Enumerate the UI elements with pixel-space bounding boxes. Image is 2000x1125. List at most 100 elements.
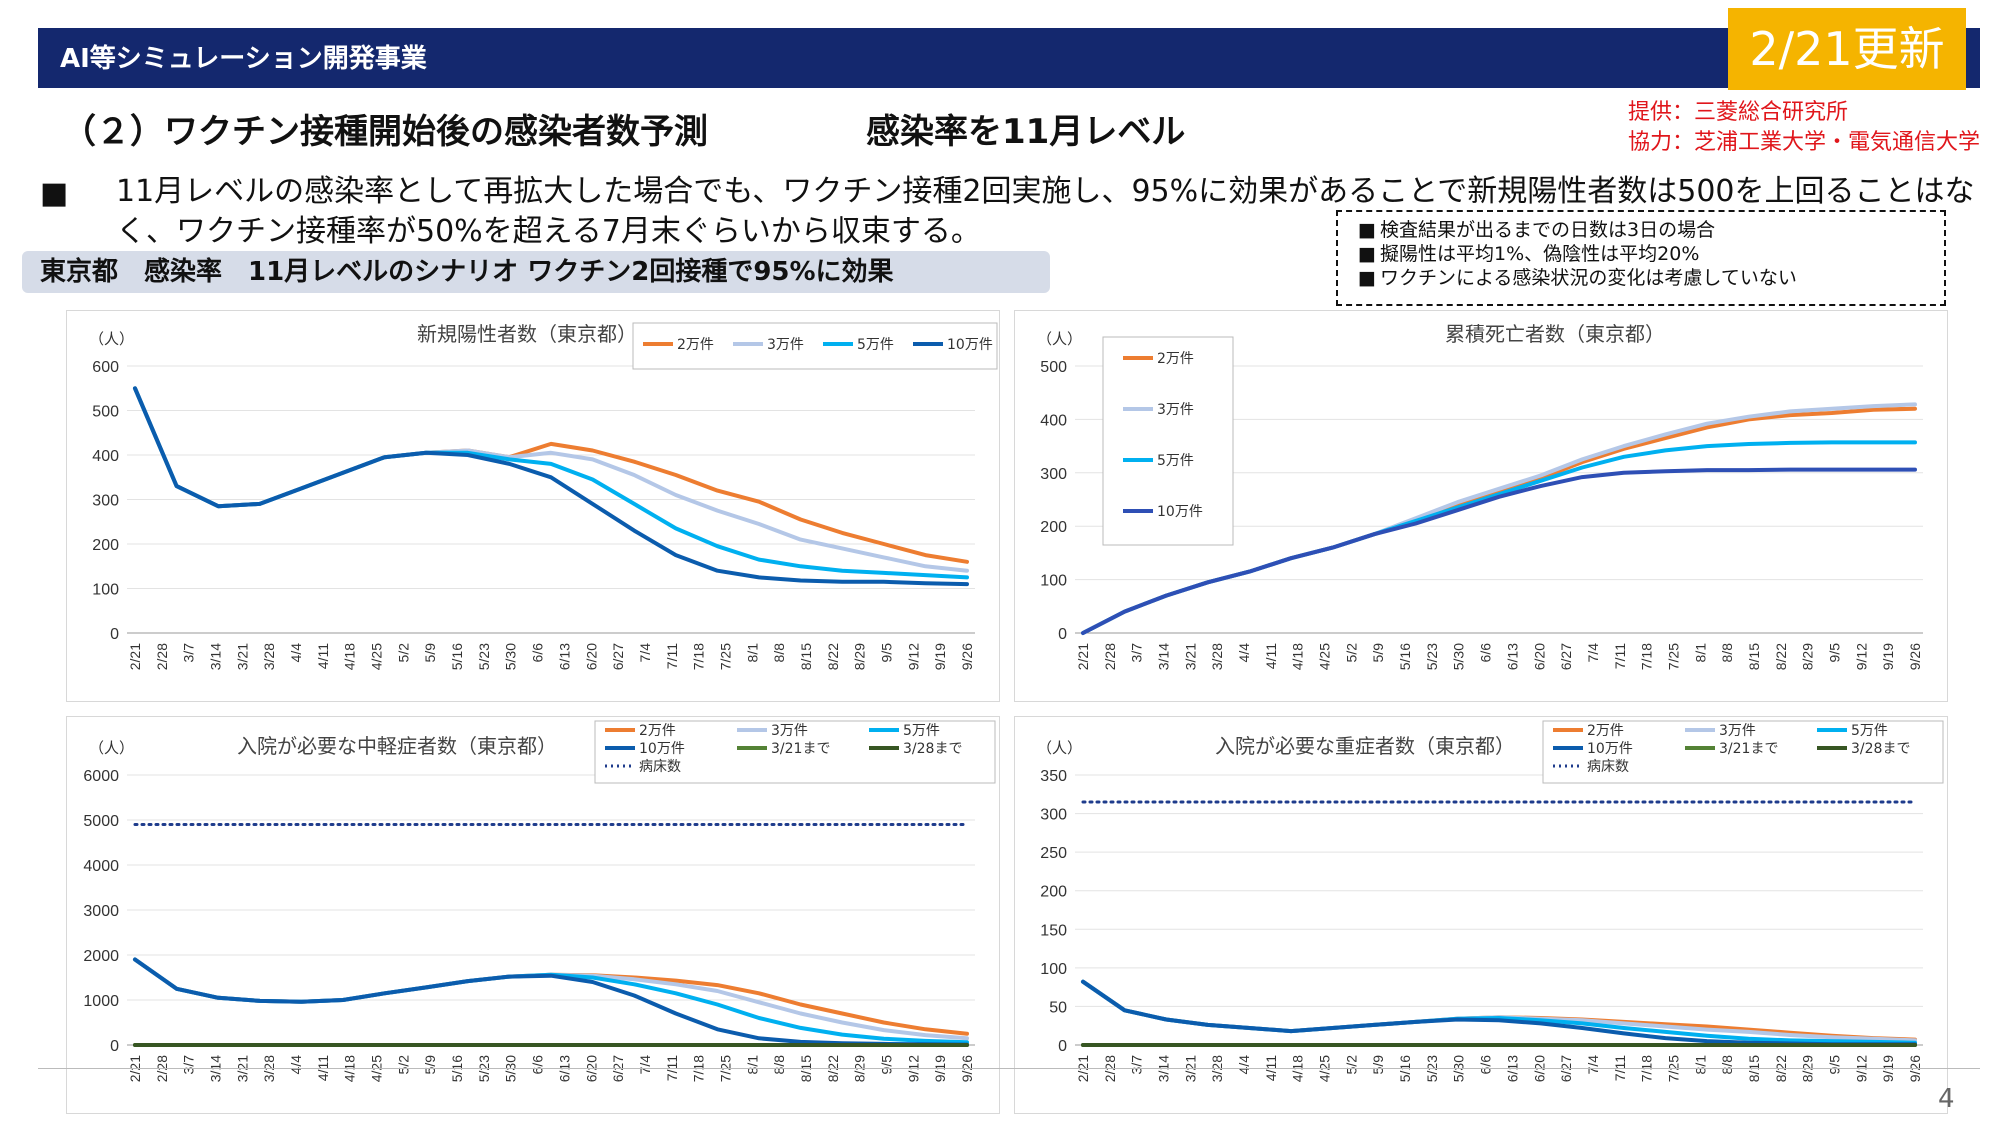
- series-line: [133, 386, 969, 564]
- series-line: [133, 386, 969, 587]
- x-tick-label: 4/4: [288, 643, 304, 663]
- x-tick-label: 3/7: [181, 1055, 197, 1075]
- x-tick-label: 6/20: [583, 643, 599, 670]
- legend-label: 2万件: [639, 723, 676, 739]
- x-tick-label: 4/4: [288, 1055, 304, 1075]
- x-tick-label: 2/28: [1102, 643, 1118, 670]
- chart-severe-hospitalized: 0 50 100 150 200 250 300 350 （人） 入院が必要な重症者数（東京都） 2…: [1037, 720, 1944, 1082]
- x-tick-label: 5/30: [1451, 643, 1467, 670]
- page-number: 4: [1938, 1084, 1955, 1114]
- x-tick-label: 9/5: [878, 1055, 894, 1075]
- x-tick-label: 8/8: [771, 643, 787, 663]
- x-tick-label: 2/28: [154, 643, 170, 670]
- legend-label: 10万件: [947, 337, 993, 353]
- x-tick-label: 6/13: [556, 643, 572, 670]
- y-axis-label: （人）: [89, 739, 134, 757]
- x-tick-label: 2/21: [127, 643, 143, 670]
- x-tick-label: 4/18: [1290, 643, 1306, 670]
- x-tick-label: 4/18: [342, 643, 358, 670]
- x-tick-label: 3/21: [1182, 643, 1198, 670]
- x-tick-label: 9/26: [1907, 643, 1923, 670]
- x-tick-label: 6/20: [1531, 643, 1547, 670]
- x-tick-label: 6/6: [530, 643, 546, 663]
- section-subtitle: 感染率を11月レベル: [866, 112, 1186, 152]
- series-line: [1081, 979, 1917, 1042]
- header-bar: AI等シミュレーション開発事業: [38, 28, 1980, 88]
- y-tick-label: 0: [110, 1038, 119, 1055]
- y-tick-label: 150: [1040, 922, 1067, 939]
- legend-label: 5万件: [1851, 723, 1888, 739]
- series-line: [133, 957, 969, 1047]
- y-tick-label: 5000: [83, 813, 119, 830]
- chart-title: 累積死亡者数（東京都）: [1445, 322, 1665, 346]
- y-tick-label: 3000: [83, 903, 119, 920]
- x-tick-label: 5/9: [1370, 643, 1386, 663]
- x-tick-label: 6/13: [1504, 643, 1520, 670]
- y-tick-label: 300: [1040, 807, 1067, 824]
- chart-cumulative-deaths: 0 100 200 300 400 500 （人） 累積死亡者数（東京都） 2/21 2/28 3/…: [1037, 322, 1923, 670]
- chart-panel-cumulative-deaths: 0 100 200 300 400 500 （人） 累積死亡者数（東京都） 2/21 2/28 3/…: [1014, 310, 1948, 702]
- y-tick-label: 300: [1040, 466, 1067, 483]
- chart-title: 入院が必要な重症者数（東京都）: [1215, 734, 1515, 758]
- x-tick-label: 9/5: [878, 643, 894, 663]
- y-tick-label: 350: [1040, 768, 1067, 785]
- x-tick-label: 8/22: [1773, 643, 1789, 670]
- x-tick-label: 5/9: [422, 643, 438, 663]
- legend-label: 10万件: [639, 741, 685, 757]
- x-tick-label: 8/15: [1746, 643, 1762, 670]
- chart-panel-moderate-hospitalized: 0 1000 2000 3000 4000 5000 6000 （人） 入院が必要な中軽症者数（…: [66, 716, 1000, 1114]
- x-tick-label: 7/25: [1665, 643, 1681, 670]
- x-tick-label: 7/4: [1585, 643, 1601, 663]
- provider-credit: 提供：三菱総合研究所 協力：芝浦工業大学・電気通信大学: [1628, 98, 1980, 158]
- update-badge: 2/21更新: [1728, 8, 1966, 90]
- x-tick-label: 5/23: [476, 643, 492, 670]
- x-tick-label: 7/4: [637, 1055, 653, 1075]
- x-tick-label: 8/1: [1692, 1055, 1708, 1075]
- x-tick-label: 4/4: [1236, 1055, 1252, 1075]
- x-tick-label: 3/7: [1129, 643, 1145, 663]
- chart-new-positive: 0 100 200 300 400 500 600 （人） 新規陽性者数（東京都） 2/21 2/2…: [89, 322, 998, 670]
- x-tick-label: 8/8: [771, 1055, 787, 1075]
- y-tick-label: 250: [1040, 845, 1067, 862]
- x-tick-label: 5/23: [1424, 643, 1440, 670]
- note-bullet: ■: [1358, 243, 1376, 265]
- y-tick-label: 0: [1058, 626, 1067, 643]
- note-bullet: ■: [1358, 219, 1376, 241]
- x-tick-label: 3/14: [208, 643, 224, 670]
- legend-label: 3/21まで: [1719, 741, 1778, 757]
- y-axis-label: （人）: [89, 330, 134, 348]
- chart-panel-severe-hospitalized: 0 50 100 150 200 250 300 350 （人） 入院が必要な重症者数（東京都） 2…: [1014, 716, 1948, 1114]
- x-tick-label: 9/5: [1826, 1055, 1842, 1075]
- y-tick-label: 0: [110, 626, 119, 643]
- note-text: 擬陽性は平均1%、偽陰性は平均20%: [1380, 243, 1700, 265]
- x-tick-label: 8/8: [1719, 643, 1735, 663]
- legend-box: [594, 720, 996, 784]
- summary-bullet: ■: [40, 176, 69, 211]
- y-tick-label: 0: [1058, 1038, 1067, 1055]
- x-tick-label: 5/16: [1397, 643, 1413, 670]
- legend-label: 5万件: [1157, 453, 1194, 469]
- x-tick-label: 5/2: [1343, 643, 1359, 663]
- x-tick-label: 9/19: [1880, 643, 1896, 670]
- chart-title: 新規陽性者数（東京都）: [417, 322, 637, 346]
- legend-label: 2万件: [677, 337, 714, 353]
- x-tick-label: 7/11: [664, 643, 680, 669]
- collaborator-line: 協力：芝浦工業大学・電気通信大学: [1627, 130, 1980, 155]
- legend-label: 5万件: [903, 723, 940, 739]
- legend-label: 5万件: [857, 337, 894, 353]
- y-tick-label: 100: [1040, 961, 1067, 978]
- x-tick-label: 3/28: [261, 643, 277, 670]
- x-tick-label: 5/2: [395, 643, 411, 663]
- x-tick-label: 9/26: [959, 643, 975, 670]
- y-tick-label: 400: [1040, 412, 1067, 429]
- x-tick-label: 5/2: [395, 1055, 411, 1075]
- note-bullet: ■: [1358, 267, 1376, 289]
- note-item: ■ 擬陽性は平均1%、偽陰性は平均20%: [1358, 242, 1944, 266]
- y-tick-label: 200: [1040, 519, 1067, 536]
- x-tick-label: 3/7: [181, 643, 197, 663]
- note-item: ■ 検査結果が出るまでの日数は3日の場合: [1358, 218, 1944, 242]
- note-item: ■ ワクチンによる感染状況の変化は考慮していない: [1358, 266, 1944, 290]
- x-tick-label: 9/5: [1826, 643, 1842, 663]
- y-tick-label: 50: [1049, 999, 1067, 1016]
- x-tick-label: 6/27: [610, 643, 626, 670]
